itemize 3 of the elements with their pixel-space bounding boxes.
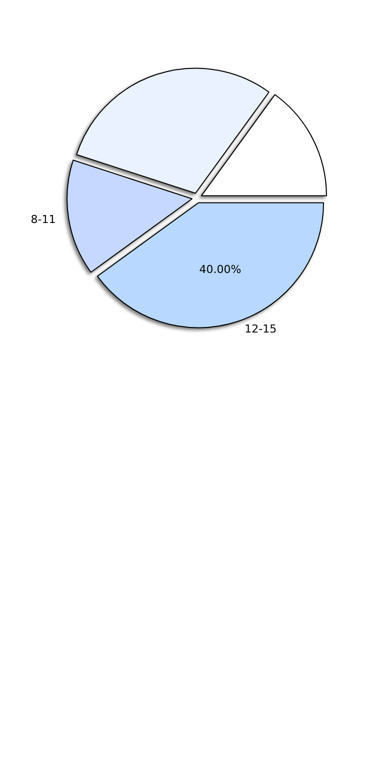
slice-label: 12-15 [244, 322, 277, 336]
data-label: 40.00% [199, 262, 242, 276]
slice-label: 8-11 [30, 213, 56, 226]
